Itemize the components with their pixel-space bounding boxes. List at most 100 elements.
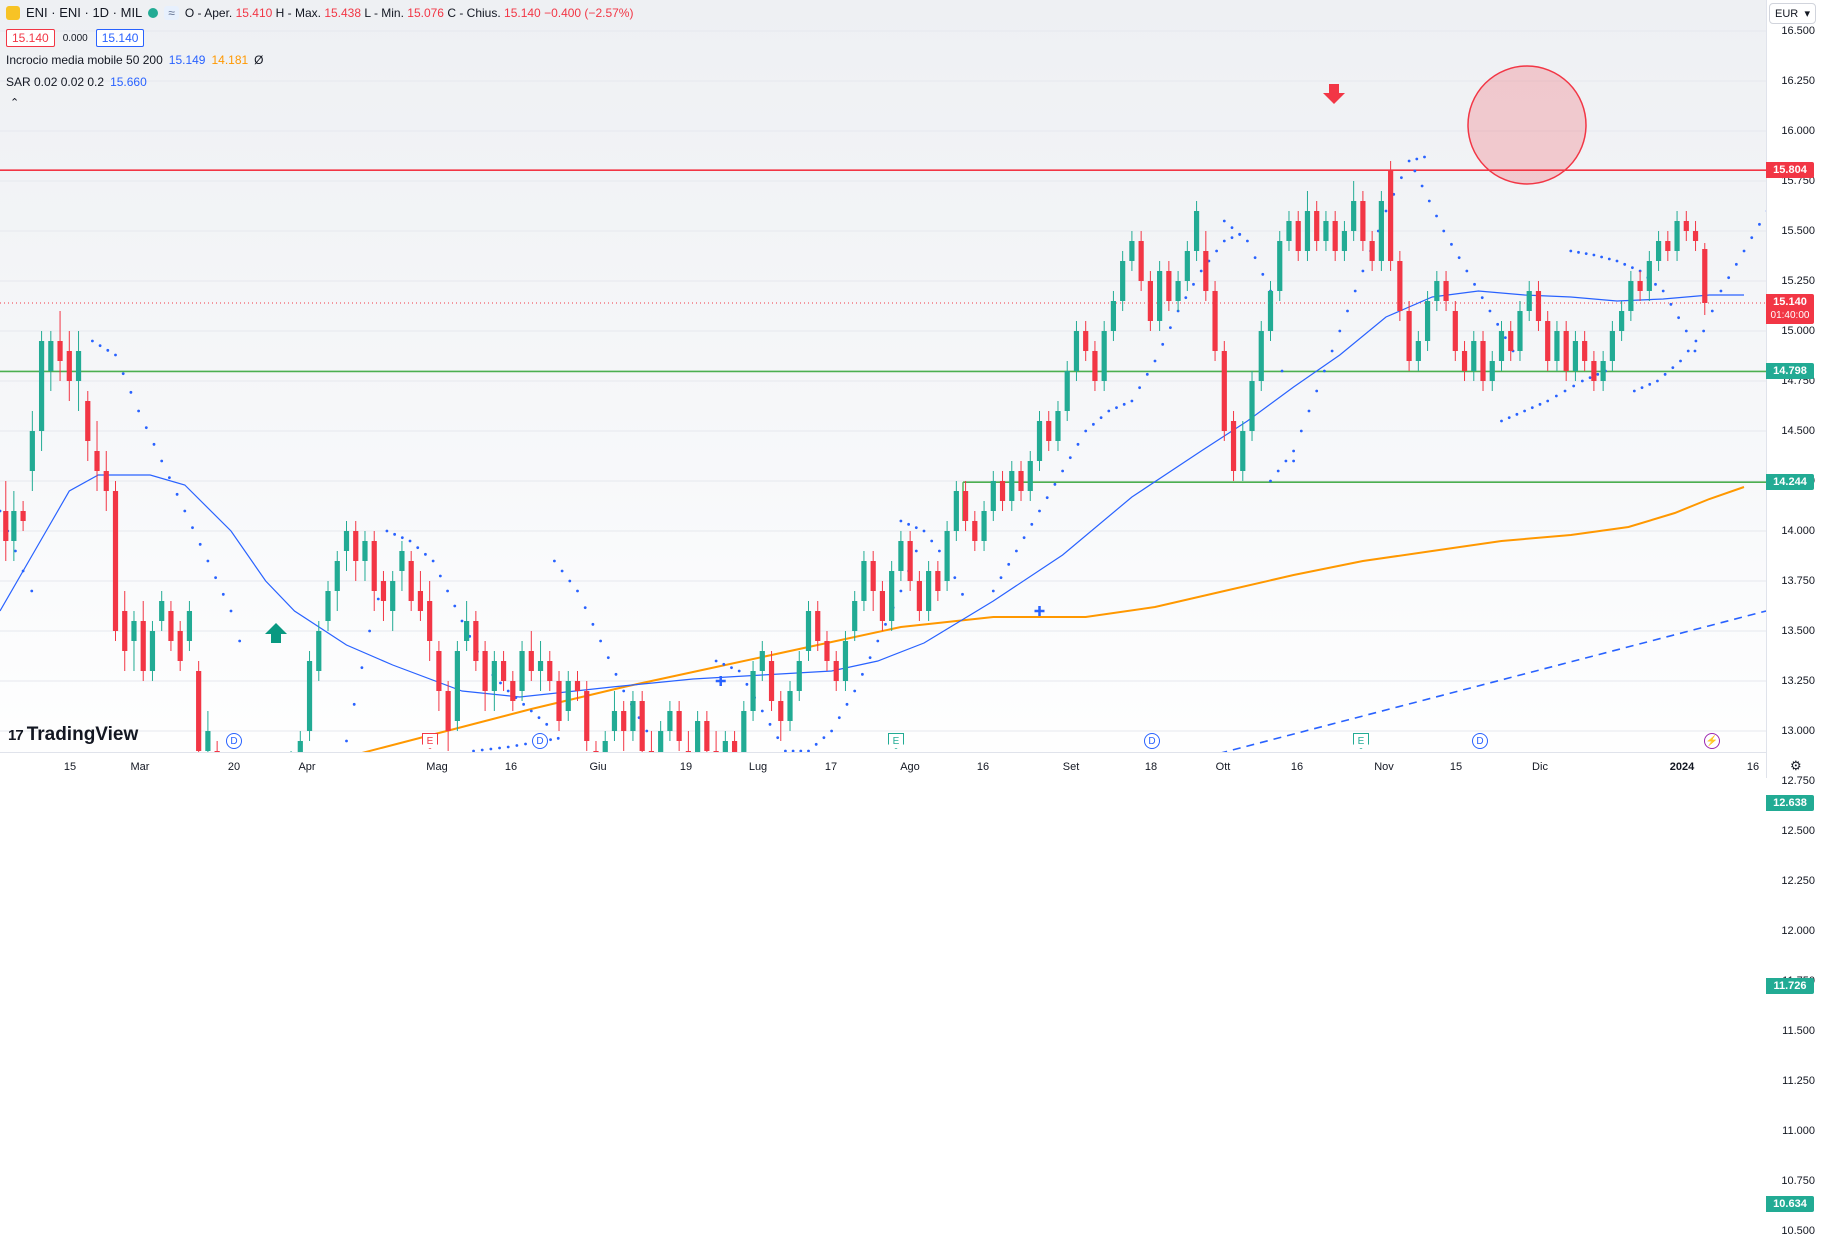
sar-dot: [1408, 160, 1411, 163]
candle-body: [575, 681, 580, 691]
sar-dot: [907, 523, 910, 526]
dividend-icon[interactable]: D: [1144, 733, 1160, 749]
price-level-badge[interactable]: 14.244: [1766, 474, 1814, 490]
ohlc-values: O - Aper. 15.410 H - Max. 15.438 L - Min…: [185, 6, 634, 20]
collapse-legend-icon[interactable]: ⌃: [10, 96, 19, 109]
price-level-badge[interactable]: 10.634: [1766, 1196, 1814, 1212]
candle-body: [510, 681, 515, 701]
candle-body: [1323, 221, 1328, 241]
sar-legend[interactable]: SAR 0.02 0.02 0.2 15.660: [6, 75, 147, 89]
candle-body: [1610, 331, 1615, 361]
price-tick-label: 15.500: [1781, 225, 1815, 237]
dividend-icon[interactable]: D: [532, 733, 548, 749]
sar-dot: [553, 560, 556, 563]
tradingview-name: TradingView: [27, 724, 139, 746]
currency-select[interactable]: EUR ▾: [1769, 3, 1816, 24]
sar-dot: [1254, 256, 1257, 259]
sar-dot: [1169, 326, 1172, 329]
news-flash-icon[interactable]: ⚡: [1704, 733, 1720, 749]
sar-dot: [1200, 270, 1203, 273]
sar-dot: [1442, 230, 1445, 233]
price-level-badge[interactable]: 14.798: [1766, 363, 1814, 379]
buy-button[interactable]: 15.140: [96, 29, 145, 47]
open-label: O - Aper.: [185, 6, 232, 20]
candle-body: [1139, 241, 1144, 281]
dividend-icon[interactable]: D: [1472, 733, 1488, 749]
sar-dot: [386, 530, 389, 533]
sar-dot: [1292, 460, 1295, 463]
candle-body: [298, 741, 303, 752]
compare-icon[interactable]: ≈: [164, 6, 179, 20]
time-tick-label: Mag: [426, 761, 447, 773]
sar-dot: [1631, 266, 1634, 269]
price-chart-plot[interactable]: [0, 0, 1766, 752]
dividend-icon[interactable]: D: [226, 733, 242, 749]
sar-dot: [557, 737, 560, 740]
sar-dot: [1421, 185, 1424, 188]
sar-dot: [568, 580, 571, 583]
candle-body: [39, 341, 44, 431]
ma-label: Incrocio media mobile 50 200: [6, 53, 163, 67]
sar-dot: [137, 410, 140, 413]
sar-dot: [592, 623, 595, 626]
sar-dot: [1523, 410, 1526, 413]
arrow-down-icon: [1323, 84, 1345, 104]
candle-body: [815, 611, 820, 641]
sar-dot: [1046, 496, 1049, 499]
sar-dot: [915, 526, 918, 529]
sar-dot: [884, 623, 887, 626]
price-level-badge[interactable]: 12.638: [1766, 795, 1814, 811]
ma-legend[interactable]: Incrocio media mobile 50 200 15.149 14.1…: [6, 53, 264, 67]
candle-body: [436, 651, 441, 691]
price-level-badge[interactable]: 15.804: [1766, 162, 1814, 178]
sar-dot: [861, 673, 864, 676]
candle-body: [427, 601, 432, 641]
candle-body: [1314, 211, 1319, 241]
sar-dot: [130, 391, 133, 394]
candle-body: [1092, 351, 1097, 381]
candle-body: [778, 701, 783, 721]
candle-body: [1083, 331, 1088, 351]
sell-button[interactable]: 15.140: [6, 29, 55, 47]
sar-dot: [1465, 270, 1468, 273]
time-tick-label: Lug: [749, 761, 767, 773]
candle-body: [1351, 201, 1356, 231]
sar-dot: [191, 526, 194, 529]
candle-body: [141, 621, 146, 671]
price-tick-label: 14.500: [1781, 425, 1815, 437]
sar-dot: [1687, 350, 1690, 353]
sar-dot: [1007, 563, 1010, 566]
low-label: L - Min.: [364, 6, 404, 20]
sar-dot: [1500, 420, 1503, 423]
time-tick-label: Dic: [1532, 761, 1548, 773]
candle-body: [667, 711, 672, 731]
ma-200-line: [0, 487, 1744, 752]
sar-dot: [1679, 360, 1682, 363]
price-level-badge[interactable]: 11.726: [1766, 978, 1814, 994]
sar-dot: [1585, 252, 1588, 255]
candle-body: [1176, 281, 1181, 301]
candle-body: [464, 621, 469, 641]
candle-body: [1564, 331, 1569, 371]
sar-dot: [1531, 406, 1534, 409]
symbol-title[interactable]: ENI · ENI · 1D · MIL: [26, 5, 142, 20]
candle-body: [390, 581, 395, 611]
sar-dot: [22, 570, 25, 573]
sar-dot: [453, 605, 456, 608]
candle-body: [1674, 221, 1679, 251]
sar-dot: [730, 666, 733, 669]
time-tick-label: Ago: [900, 761, 920, 773]
candle-body: [131, 621, 136, 641]
sar-dot: [1077, 443, 1080, 446]
sar-dot: [1600, 256, 1603, 259]
candle-body: [399, 551, 404, 571]
sar-dot: [1450, 243, 1453, 246]
tradingview-logo[interactable]: 17 TradingView: [8, 724, 138, 746]
time-tick-label: Set: [1063, 761, 1080, 773]
sar-dot: [1564, 390, 1567, 393]
sar-dot: [1123, 403, 1126, 406]
gear-icon[interactable]: ⚙: [1790, 758, 1802, 774]
candle-body: [621, 711, 626, 731]
